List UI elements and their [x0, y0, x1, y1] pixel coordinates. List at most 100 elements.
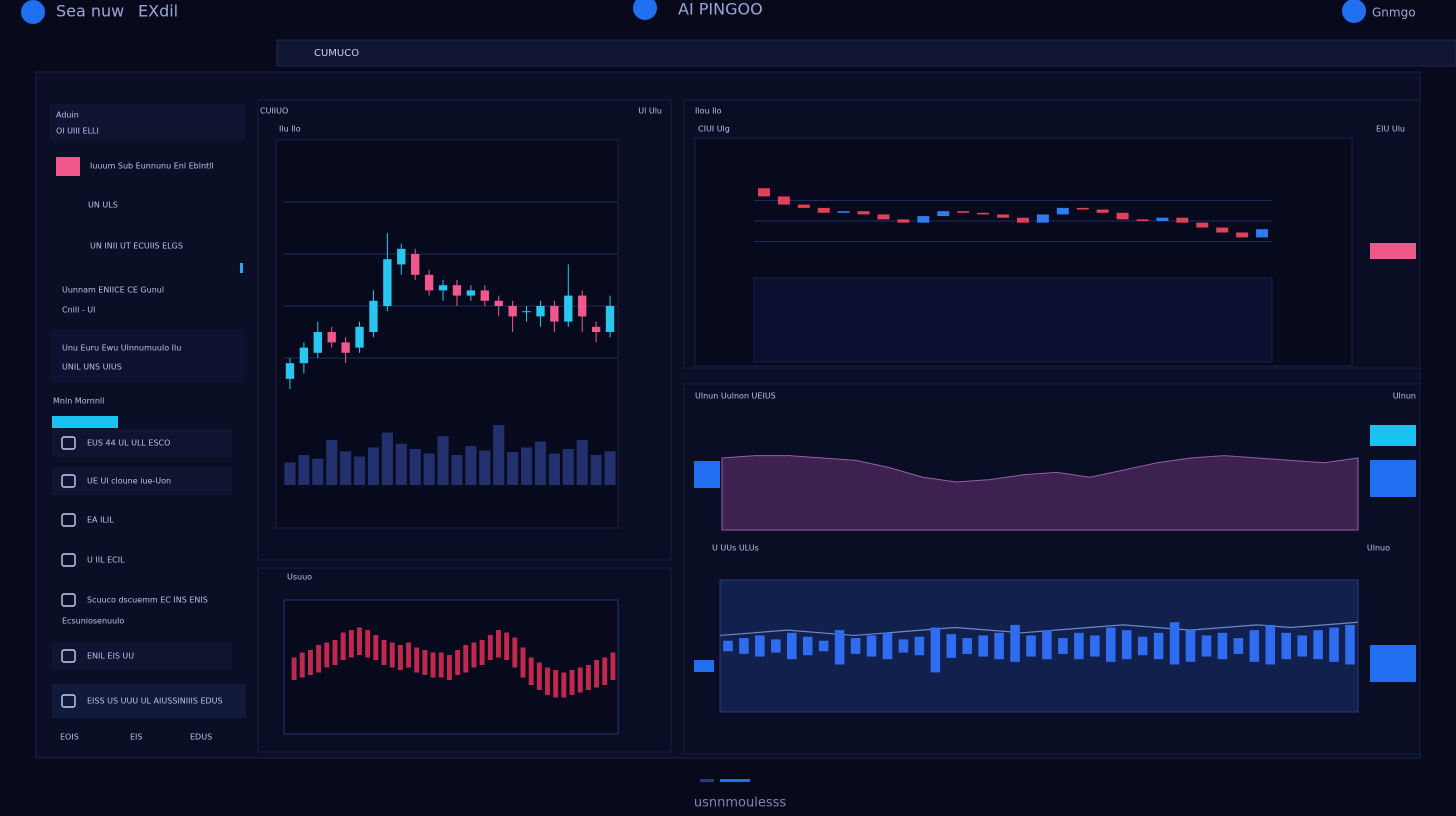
range-bar [1074, 632, 1084, 660]
candle [1036, 214, 1049, 223]
marker [1370, 460, 1416, 497]
nav-search[interactable]: Sea nuw [56, 2, 124, 21]
candle [1256, 229, 1269, 238]
panel-label: EIU Ulu [1376, 125, 1405, 134]
panel-label: U UUs ULUs [712, 544, 759, 553]
user-name[interactable]: Gnmgo [1372, 6, 1416, 20]
bar [367, 447, 380, 485]
candle [1196, 222, 1209, 228]
range-bar [1121, 630, 1132, 660]
range-bar [802, 636, 813, 656]
sidebar-item[interactable]: UE Ul cloune iue-Uon [87, 477, 171, 486]
bar [548, 453, 560, 485]
bar [284, 462, 296, 485]
candle [564, 295, 573, 322]
range-bar [307, 650, 313, 675]
sidebar-line: UN ULS [88, 201, 118, 210]
range-bar [520, 647, 526, 678]
app-icon[interactable] [21, 0, 45, 24]
candle [397, 248, 406, 265]
candle [977, 212, 990, 215]
candle [897, 219, 910, 223]
tab-label[interactable]: CUMUCO [314, 48, 359, 59]
range-bar [755, 635, 765, 657]
candle [605, 306, 615, 332]
bar [340, 451, 352, 485]
user-icon[interactable] [1342, 0, 1366, 23]
footer-link[interactable]: EOIS [60, 733, 79, 742]
range-bar [771, 639, 781, 653]
range-bar [1217, 632, 1228, 660]
pager-dot[interactable] [700, 779, 714, 782]
sidebar-items: EUS 44 UL ULL ESCO UE Ul cloune iue-Uon EA… [52, 429, 246, 718]
candle [550, 306, 559, 322]
pager-dot[interactable] [720, 779, 750, 782]
panel-labels: CUIIUO Ilu Ilo Ul Ulu Usuuo Ilou Ilo CIUI Ulg… [260, 107, 1416, 582]
sidebar-item[interactable]: EA ILIL [87, 516, 114, 525]
range-bar [994, 632, 1004, 660]
range-bar [1313, 630, 1323, 660]
candle [937, 211, 950, 217]
sidebar-item[interactable]: EISS US UUU UL AIUSSINIIIS EDUS [87, 697, 223, 706]
range-bar [1201, 635, 1212, 657]
range-bar [1265, 624, 1276, 665]
candle [411, 254, 420, 275]
sidebar-line: Iuuum Sub Eunnunu Enl Eblntll [90, 162, 214, 171]
bar [395, 443, 407, 485]
range-bar [898, 639, 909, 653]
range-bar [1137, 636, 1148, 656]
candle [837, 211, 850, 213]
candle [1216, 227, 1229, 233]
range-bar [487, 635, 493, 660]
candle [522, 311, 531, 313]
panel-label: Ulnuo [1367, 544, 1390, 553]
tab-bar [276, 39, 1456, 67]
range-bar [528, 657, 534, 685]
range-bar [610, 652, 616, 680]
candle [1136, 219, 1149, 221]
area [721, 455, 1359, 531]
panel-label: Ulnun [1393, 392, 1416, 401]
range-bar [406, 642, 411, 668]
range-bar [553, 670, 559, 698]
app-title: AI PINGOO [678, 0, 763, 19]
candle [355, 326, 364, 348]
range-bar [496, 630, 501, 658]
range-bar [739, 638, 749, 654]
range-bar [299, 652, 305, 678]
sidebar-item[interactable]: Scuuco dscuemm EC INS ENIS [87, 596, 208, 605]
range-bar [882, 632, 893, 660]
range-bar [340, 632, 346, 660]
sidebar-item[interactable]: EUS 44 UL ULL ESCO [87, 439, 170, 448]
range-bar [585, 665, 591, 690]
bar [493, 425, 505, 485]
candle [1076, 207, 1089, 210]
range-bar [850, 638, 861, 654]
range-bar [602, 657, 608, 685]
range-bar [1090, 635, 1100, 657]
line [719, 621, 1359, 637]
candle [536, 306, 545, 317]
footer-link[interactable]: EDUS [190, 733, 212, 742]
candle [757, 188, 770, 197]
sidebar-item[interactable]: ENIL EIS UU [87, 652, 134, 661]
badge [56, 157, 80, 176]
candle [313, 332, 322, 353]
range-bar [414, 647, 420, 673]
panel-label: Usuuo [287, 573, 312, 582]
candle [917, 216, 930, 223]
footer-link[interactable]: EIS [130, 733, 143, 742]
bar [298, 455, 310, 485]
candle [1056, 207, 1069, 215]
range-bar [1345, 624, 1355, 665]
item-bg [52, 429, 232, 457]
nav-exit[interactable]: EXdil [138, 2, 178, 21]
range-bar [978, 635, 988, 657]
item-bg [52, 467, 232, 495]
range-bar [1010, 624, 1020, 662]
range-bar [818, 640, 829, 652]
sidebar-item[interactable]: U IIL ECIL [87, 556, 125, 565]
range-bar [561, 672, 567, 698]
